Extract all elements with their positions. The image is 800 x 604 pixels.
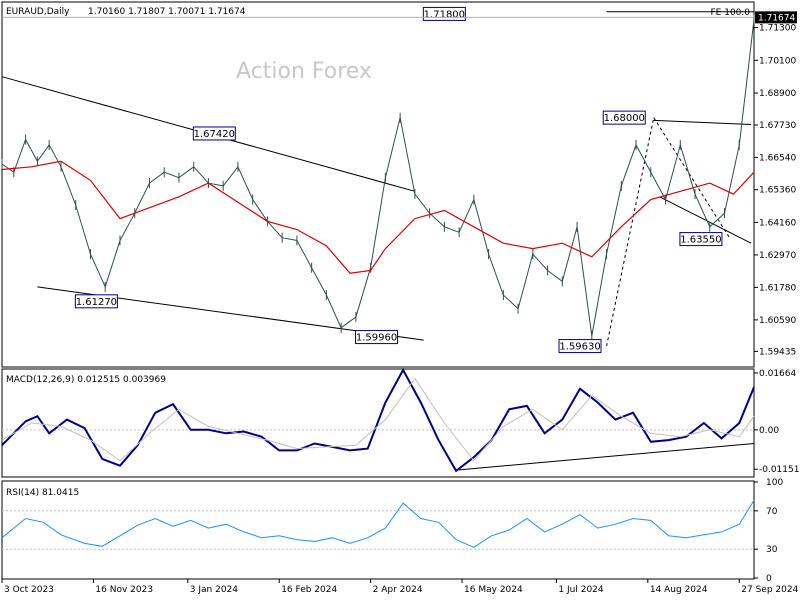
rsi-tick-label: 70: [766, 507, 778, 517]
price-series-ma: [1, 160, 755, 274]
price-annotation-label: 1.67420: [194, 129, 235, 140]
axis-layer: 1.71300 1.70100 1.68900 1.67730 1.66540 1.653…: [1, 11, 800, 595]
x-tick-label: 16 Nov 2023: [95, 585, 153, 595]
macd-trendline: [459, 443, 755, 471]
price-annotation-label: 1.59960: [356, 333, 397, 344]
macd-title: MACD(12,26,9) 0.012515 0.003969: [6, 375, 166, 385]
price-panel-frame: [1, 1, 755, 368]
rsi-series-rsi: [1, 499, 755, 548]
price-annotation-label: 1.59630: [559, 342, 600, 353]
price-annotation-box: [74, 294, 118, 309]
x-tick-label: 3 Oct 2023: [4, 585, 54, 595]
price-tick-label: 1.59435: [759, 347, 796, 357]
price-annotation-label: 1.61270: [76, 297, 117, 308]
last-price-tag: [755, 11, 797, 24]
macd-series-macd: [1, 367, 755, 473]
rsi-tick-label: 100: [766, 478, 783, 488]
x-tick-label: 3 Jan 2024: [190, 585, 238, 595]
price-annotation-box: [558, 339, 602, 354]
chart-ohlc: 1.70160 1.71807 1.70071 1.71674: [88, 7, 246, 17]
rsi-title: RSI(14) 81.0415: [6, 488, 79, 498]
price-annotation-label: 1.71800: [424, 9, 465, 20]
price-annotation-box: [602, 110, 646, 125]
macd-tick-label: 0.01664: [759, 369, 796, 379]
price-tick-label: 1.67730: [759, 121, 796, 131]
price-tick-label: 1.62970: [759, 251, 796, 261]
price-annotation-box: [192, 126, 236, 141]
x-tick-label: 2 Apr 2024: [373, 585, 423, 595]
chart-watermark: Action Forex: [236, 59, 372, 84]
price-trendline: [653, 119, 752, 125]
last-price-label: 1.71674: [758, 13, 795, 23]
macd-layer: [1, 367, 755, 473]
x-tick-label: 16 Feb 2024: [281, 585, 337, 595]
price-trendline: [606, 117, 655, 347]
x-tick-label: 1 Jul 2024: [558, 585, 603, 595]
price-annotation-label: 1.68000: [604, 113, 645, 124]
macd-series-signal: [1, 377, 755, 462]
macd-tick-label: 0.00: [759, 426, 779, 436]
price-tick-label: 1.65360: [759, 186, 796, 196]
price-tick-label: 1.66540: [759, 153, 796, 163]
rsi-tick-label: 0: [766, 574, 772, 584]
macd-tick-label: -0.011515: [759, 465, 800, 475]
price-annotation-box: [355, 330, 399, 345]
price-layer: 1.71800 1.67420 1.61270 1.59960 1.59630 1.680…: [1, 6, 755, 354]
rsi-layer: [1, 499, 755, 550]
price-trendline: [659, 196, 752, 244]
x-tick-label: 27 Sep 2024: [741, 585, 798, 595]
price-tick-label: 1.70100: [759, 56, 796, 66]
x-tick-label: 16 May 2024: [464, 585, 523, 595]
price-tick-label: 1.68900: [759, 89, 796, 99]
price-tick-label: 1.61780: [759, 283, 796, 293]
macd-panel-frame: [1, 368, 755, 478]
rsi-panel-frame: [1, 480, 755, 580]
price-tick-label: 1.64160: [759, 218, 796, 228]
price-annotation-box: [679, 232, 723, 247]
fe-label: FE 100.0: [711, 8, 751, 18]
price-annotation-label: 1.63550: [680, 235, 721, 246]
price-tick-label: 1.60590: [759, 316, 796, 326]
chart-symbol-timeframe: EURAUD,Daily: [6, 7, 70, 17]
rsi-tick-label: 30: [766, 545, 778, 555]
price-tick-label: 1.71300: [759, 24, 796, 34]
x-tick-label: 14 Aug 2024: [650, 585, 708, 595]
